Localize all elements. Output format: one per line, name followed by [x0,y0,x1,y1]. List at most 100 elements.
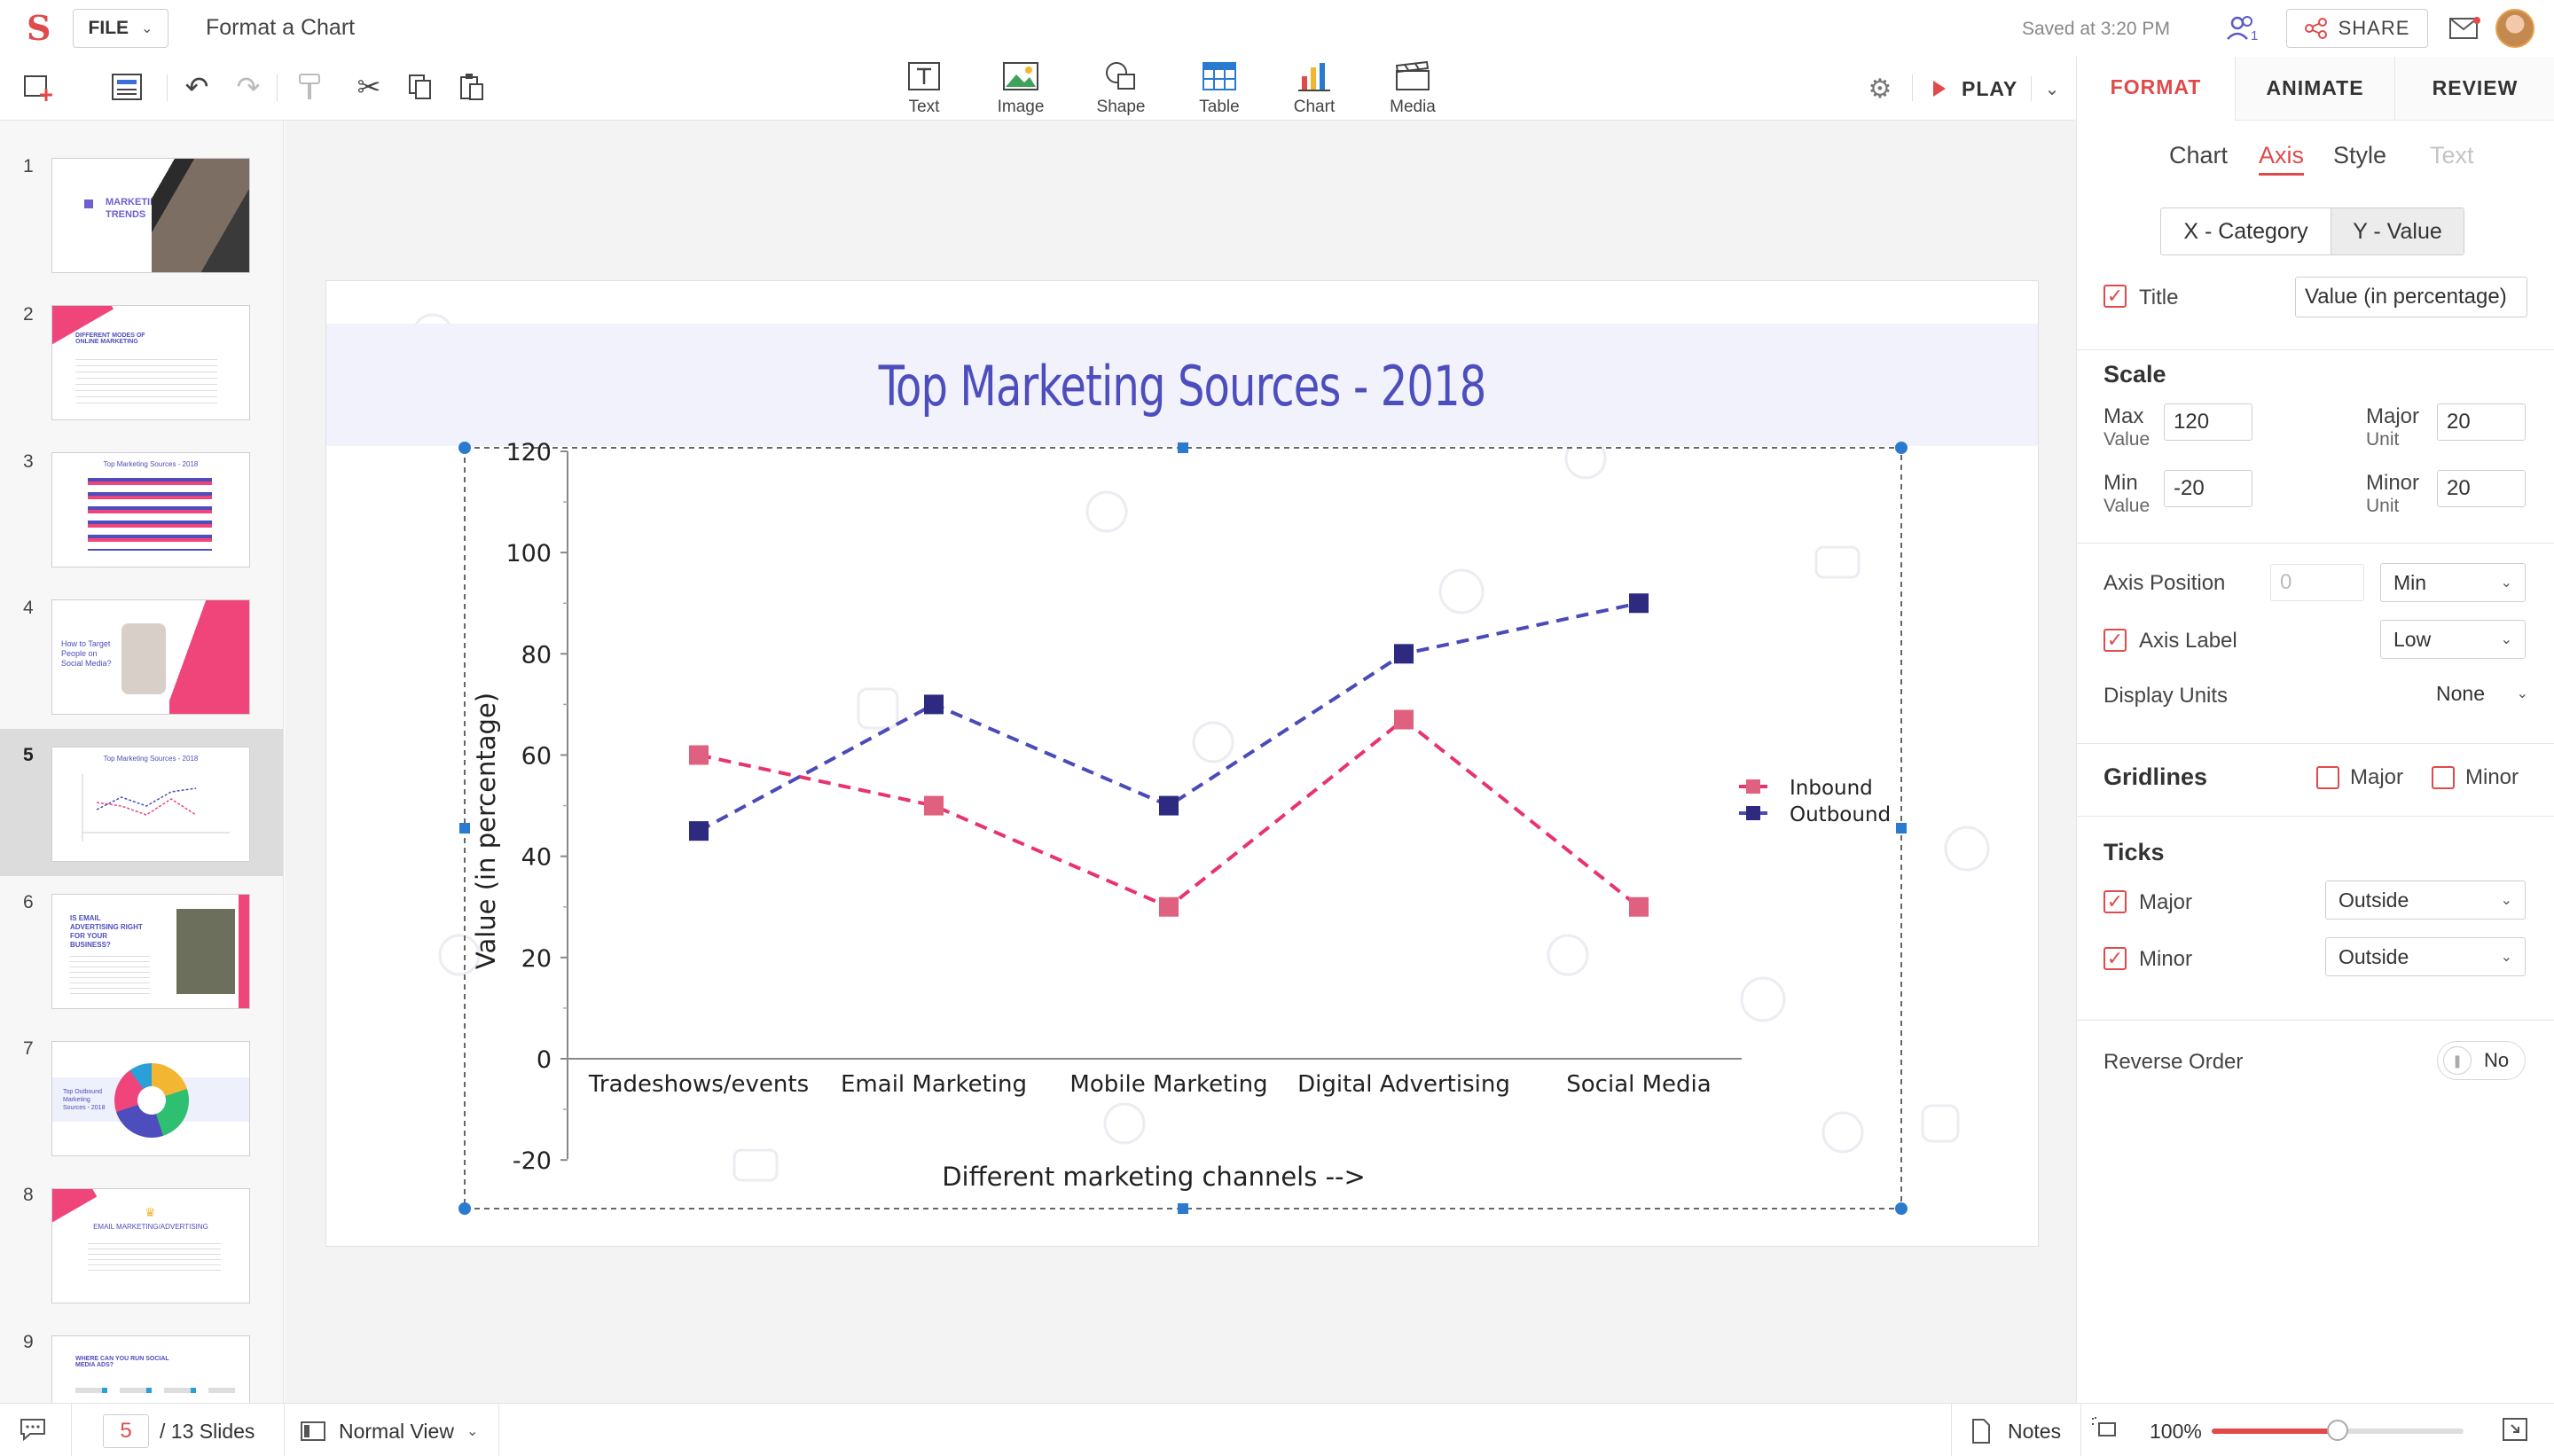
image-icon [1003,62,1038,90]
resize-handle[interactable] [459,823,470,834]
slide-thumbnail[interactable]: Top Outbound Marketing Sources - 2018 [51,1041,250,1156]
resize-handle[interactable] [1896,823,1907,834]
y-tick-label: 0 [537,1046,552,1074]
tab-animate[interactable]: ANIMATE [2235,57,2394,121]
gridlines-minor-checkbox[interactable] [2432,766,2455,789]
axis-position-select[interactable]: Min ⌄ [2380,563,2526,602]
resize-handle[interactable] [1895,442,1908,454]
paste-icon[interactable] [454,69,490,105]
min-value-input[interactable]: -20 [2164,470,2252,507]
zoom-slider[interactable] [2212,1420,2464,1441]
toolbar-divider [277,74,278,101]
insert-chart-button[interactable]: Chart [1274,57,1354,121]
scale-heading: Scale [2104,361,2166,387]
play-button[interactable]: PLAY [1931,71,2017,106]
min-label: Min [2104,471,2138,495]
slide-number: 2 [23,304,34,325]
view-selector[interactable]: Normal View ⌄ [300,1414,478,1448]
settings-gear-icon[interactable]: ⚙ [1868,74,1892,104]
app-logo[interactable]: S [27,8,51,48]
file-menu-button[interactable]: FILE ⌄ [73,9,168,48]
divider [2080,1404,2081,1456]
display-units-select[interactable]: None ⌄ [2436,676,2528,711]
notes-button[interactable]: Notes [1970,1414,2061,1448]
resize-handle[interactable] [458,1202,471,1215]
share-button[interactable]: SHARE [2286,9,2428,48]
y-tick-label: 100 [505,540,552,568]
ticks-major-checkbox[interactable]: ✓ [2104,890,2127,913]
minor-unit-input[interactable]: 20 [2437,470,2526,507]
slide-thumbnail[interactable]: MARKETING TRENDS [51,158,250,273]
zoom-slider-knob[interactable] [2327,1420,2348,1441]
insert-media-button[interactable]: Media [1373,57,1453,121]
toolbar-divider [2031,76,2032,101]
collaborators-icon[interactable]: 1 [2224,12,2263,46]
new-slide-icon[interactable] [20,67,59,106]
reverse-order-toggle[interactable]: ❚ No [2437,1041,2526,1080]
mail-icon[interactable] [2448,14,2483,43]
major-unit-input[interactable]: 20 [2437,403,2526,441]
x-category-button[interactable]: X - Category [2161,208,2331,254]
slide-number: 1 [23,156,34,176]
user-avatar[interactable] [2495,9,2534,48]
undo-icon[interactable]: ↶ [184,71,209,103]
ticks-minor-select[interactable]: Outside ⌄ [2325,937,2526,976]
subtab-axis[interactable]: Axis [2259,142,2305,176]
divider [2077,743,2554,744]
resize-handle[interactable] [1178,1203,1188,1214]
title-checkbox[interactable]: ✓ [2104,285,2127,308]
ribbon-shape-label: Shape [1096,98,1146,116]
layout-icon[interactable] [108,69,145,105]
axis-label-checkbox[interactable]: ✓ [2104,629,2127,652]
play-options-chevron-icon[interactable]: ⌄ [2044,79,2060,99]
copy-icon[interactable] [403,69,438,105]
current-slide-input[interactable]: 5 [103,1414,149,1448]
fit-slide-icon[interactable] [2091,1416,2121,1444]
chevron-down-icon: ⌄ [2516,686,2528,701]
format-painter-icon[interactable] [293,69,328,105]
slide-thumbnail[interactable]: How to Target People on Social Media? [51,599,250,715]
redo-icon[interactable]: ↷ [236,71,261,103]
axis-label-select[interactable]: Low ⌄ [2380,620,2526,659]
slide-thumbnail-current[interactable]: Top Marketing Sources - 2018 [51,747,250,862]
slide-title[interactable]: Top Marketing Sources - 2018 [878,354,1487,419]
legend-marker [1746,806,1760,820]
thumb-9-title: WHERE CAN YOU RUN SOCIAL MEDIA ADS? [75,1356,169,1368]
insert-table-button[interactable]: Table [1179,57,1259,121]
slide-thumbnail[interactable]: DIFFERENT MODES OF ONLINE MARKETING [51,305,250,420]
chart-icon [1298,63,1330,91]
subtab-text[interactable]: Text [2430,142,2474,168]
ticks-major-select[interactable]: Outside ⌄ [2325,881,2526,920]
subtab-chart[interactable]: Chart [2169,142,2229,168]
thumb-8-title: EMAIL MARKETING/ADVERTISING [93,1223,208,1231]
insert-shape-button[interactable]: Shape [1081,57,1161,121]
slide-thumbnail[interactable]: ♛ EMAIL MARKETING/ADVERTISING [51,1188,250,1303]
y-value-button[interactable]: Y - Value [2331,208,2464,254]
slide-number: 7 [23,1038,34,1059]
slide-thumbnail[interactable]: WHERE CAN YOU RUN SOCIAL MEDIA ADS? [51,1335,250,1403]
cut-icon[interactable]: ✂ [356,71,381,103]
subtab-style[interactable]: Style [2333,142,2387,168]
slide-thumbnail[interactable]: IS EMAIL ADVERTISING RIGHT FOR YOUR BUSI… [51,894,250,1009]
tab-format[interactable]: FORMAT [2077,57,2235,121]
data-point-inbound [1159,896,1179,917]
line-chart[interactable]: 120 100 80 60 40 20 0 -20 Tradeshows/events Emai… [326,281,2038,1246]
max-value-input[interactable]: 120 [2164,403,2252,441]
insert-text-button[interactable]: Text [884,57,964,121]
resize-handle[interactable] [1178,442,1188,453]
slide-canvas[interactable]: Top Marketing Sources - 2018 120 100 80 60 4… [326,281,2038,1246]
insert-image-button[interactable]: Image [981,57,1061,121]
document-title[interactable]: Format a Chart [206,15,356,40]
ticks-minor-checkbox[interactable]: ✓ [2104,947,2127,970]
tab-review[interactable]: REVIEW [2394,57,2554,121]
resize-handle[interactable] [1895,1202,1908,1215]
gridlines-major-checkbox[interactable] [2316,766,2339,789]
slide-thumbnail[interactable]: Top Marketing Sources - 2018 [51,452,250,568]
title-input[interactable]: Value (in percentage) [2295,277,2527,317]
fullscreen-icon[interactable] [2501,1416,2531,1444]
data-point-outbound [1159,795,1179,816]
axis-position-input[interactable]: 0 [2270,564,2364,601]
display-units-label: Display Units [2104,684,2229,708]
comments-icon[interactable] [18,1416,50,1444]
resize-handle[interactable] [458,442,471,454]
